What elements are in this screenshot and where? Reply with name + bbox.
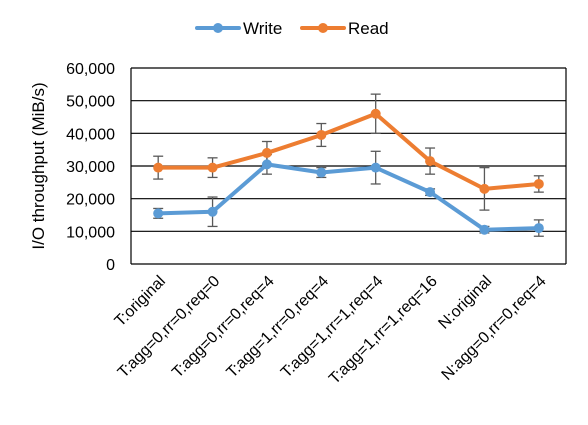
legend-marker-read <box>318 23 328 33</box>
y-axis-title: I/O throughput (MiB/s) <box>29 82 48 249</box>
y-tick-label: 30,000 <box>66 159 115 176</box>
legend-marker-write <box>213 23 223 33</box>
data-point-write <box>370 162 381 173</box>
y-tick-label: 60,000 <box>66 61 115 78</box>
x-tick-label: T:agg=0,rr=0,req=4 <box>169 273 278 382</box>
x-tick-label: T:agg=0,rr=0,req=0 <box>115 273 224 382</box>
y-tick-label: 20,000 <box>66 192 115 209</box>
y-tick-label: 40,000 <box>66 126 115 143</box>
y-tick-label: 0 <box>106 257 115 274</box>
y-tick-label: 10,000 <box>66 224 115 241</box>
data-point-write <box>479 224 490 235</box>
x-tick-label: T:agg=1,rr=1,req=4 <box>278 273 387 382</box>
x-tick-label: T:original <box>112 273 169 330</box>
data-point-write <box>533 223 544 234</box>
series-lines <box>156 111 541 232</box>
data-point-write <box>153 208 164 219</box>
data-point-read <box>153 162 164 173</box>
data-point-read <box>261 147 272 158</box>
y-axis-ticks: 0 10,000 20,000 30,000 40,000 50,000 60,000 <box>66 61 115 274</box>
data-point-write <box>207 206 218 217</box>
data-point-write <box>316 167 327 178</box>
series-line-read <box>156 111 541 191</box>
data-point-write <box>261 159 272 170</box>
x-tick-label: T:agg=1,rr=1,req=16 <box>326 273 441 388</box>
x-axis-ticks: T:originalT:agg=0,rr=0,req=0T:agg=0,rr=0… <box>112 273 550 388</box>
series-markers <box>153 108 544 235</box>
data-point-read <box>425 156 436 167</box>
x-tick-label: T:agg=1,rr=0,req=4 <box>224 273 333 382</box>
data-point-read <box>479 183 490 194</box>
data-point-read <box>207 162 218 173</box>
data-point-read <box>533 178 544 189</box>
legend: Write Read <box>195 19 389 38</box>
data-point-read <box>370 108 381 119</box>
data-point-read <box>316 129 327 140</box>
legend-label-write: Write <box>243 19 282 38</box>
legend-label-read: Read <box>348 19 389 38</box>
y-tick-label: 50,000 <box>66 94 115 111</box>
series-line-write <box>156 162 541 232</box>
x-tick-label: N:agg=0,rr=0,req=4 <box>439 273 550 384</box>
data-point-write <box>425 187 436 198</box>
